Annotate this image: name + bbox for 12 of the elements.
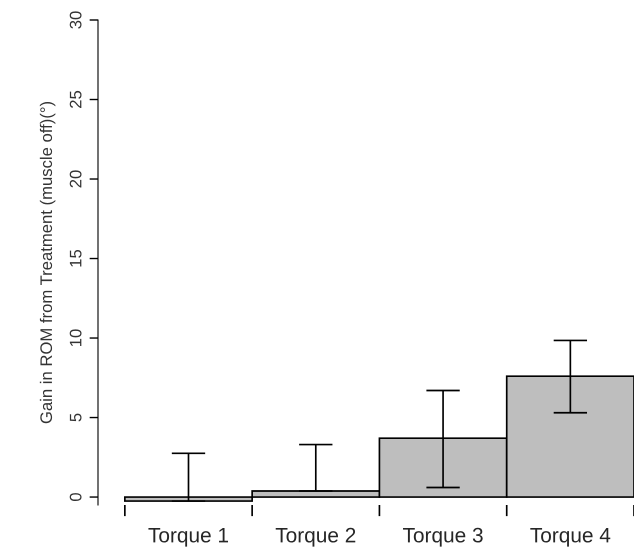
y-tick-label: 0	[70, 493, 82, 502]
y-tick-label: 25	[70, 90, 82, 108]
x-tick-label: Torque 3	[403, 528, 483, 547]
y-tick-label: 10	[70, 329, 82, 346]
y-tick-label: 5	[70, 414, 82, 422]
x-tick-label: Torque 2	[276, 528, 356, 547]
y-tick-label: 30	[70, 11, 82, 29]
y-axis-title: Gain in ROM from Treatment (muscle off)(°)	[40, 102, 56, 424]
y-tick-label: 20	[70, 170, 82, 188]
x-tick-label: Torque 4	[530, 528, 610, 547]
y-tick-label: 15	[70, 250, 82, 267]
x-tick-label: Torque 1	[148, 528, 228, 547]
